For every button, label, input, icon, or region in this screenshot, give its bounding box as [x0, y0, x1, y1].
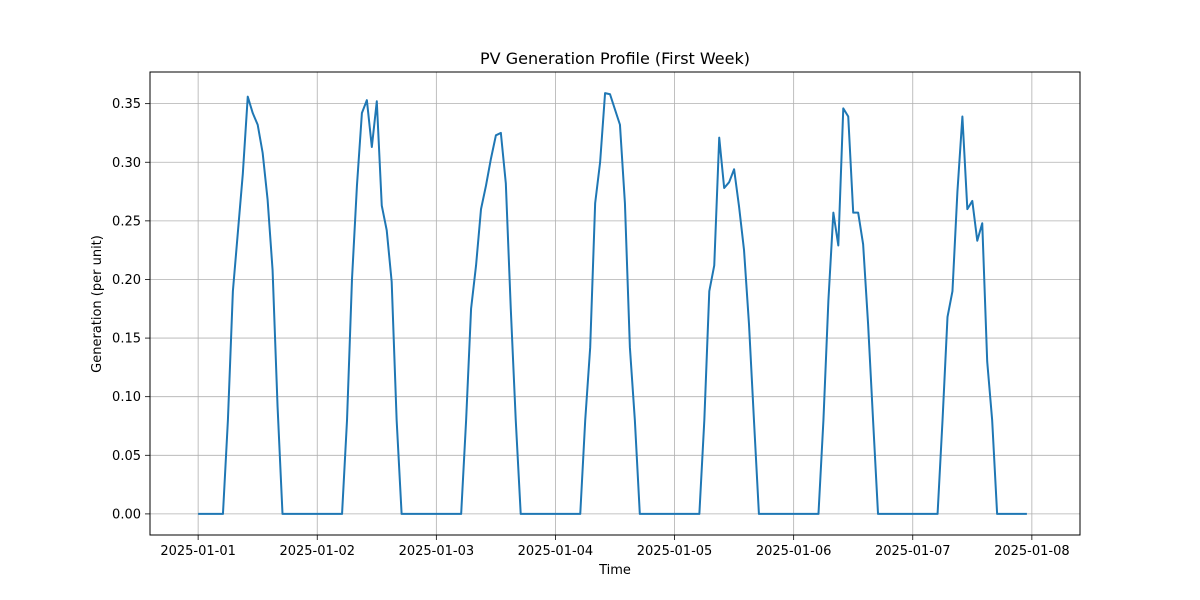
x-tick-label: 2025-01-06	[756, 544, 832, 559]
x-tick-label: 2025-01-08	[994, 544, 1070, 559]
y-tick-label: 0.25	[112, 214, 141, 229]
chart-title: PV Generation Profile (First Week)	[480, 49, 750, 68]
y-tick-label: 0.15	[112, 332, 141, 347]
x-tick-label: 2025-01-01	[160, 544, 236, 559]
y-tick-label: 0.05	[112, 449, 141, 464]
x-tick-label: 2025-01-02	[279, 544, 355, 559]
x-tick-label: 2025-01-05	[637, 544, 713, 559]
y-tick-label: 0.00	[112, 507, 141, 522]
y-axis-label: Generation (per unit)	[90, 235, 105, 373]
y-tick-label: 0.30	[112, 156, 141, 171]
x-tick-label: 2025-01-04	[518, 544, 594, 559]
y-tick-label: 0.10	[112, 390, 141, 405]
plot-lines	[198, 92, 1027, 515]
axis-ticks: 2025-01-01 2025-01-02 2025-01-03 2025-01-04…	[112, 97, 1070, 559]
x-axis-label: Time	[598, 563, 631, 578]
x-tick-label: 2025-01-03	[399, 544, 475, 559]
x-tick-label: 2025-01-07	[875, 544, 951, 559]
y-tick-label: 0.20	[112, 273, 141, 288]
y-tick-label: 0.35	[112, 97, 141, 112]
pv-generation-line	[198, 92, 1027, 515]
grid	[150, 72, 1080, 535]
plot-frame	[149, 71, 1081, 536]
